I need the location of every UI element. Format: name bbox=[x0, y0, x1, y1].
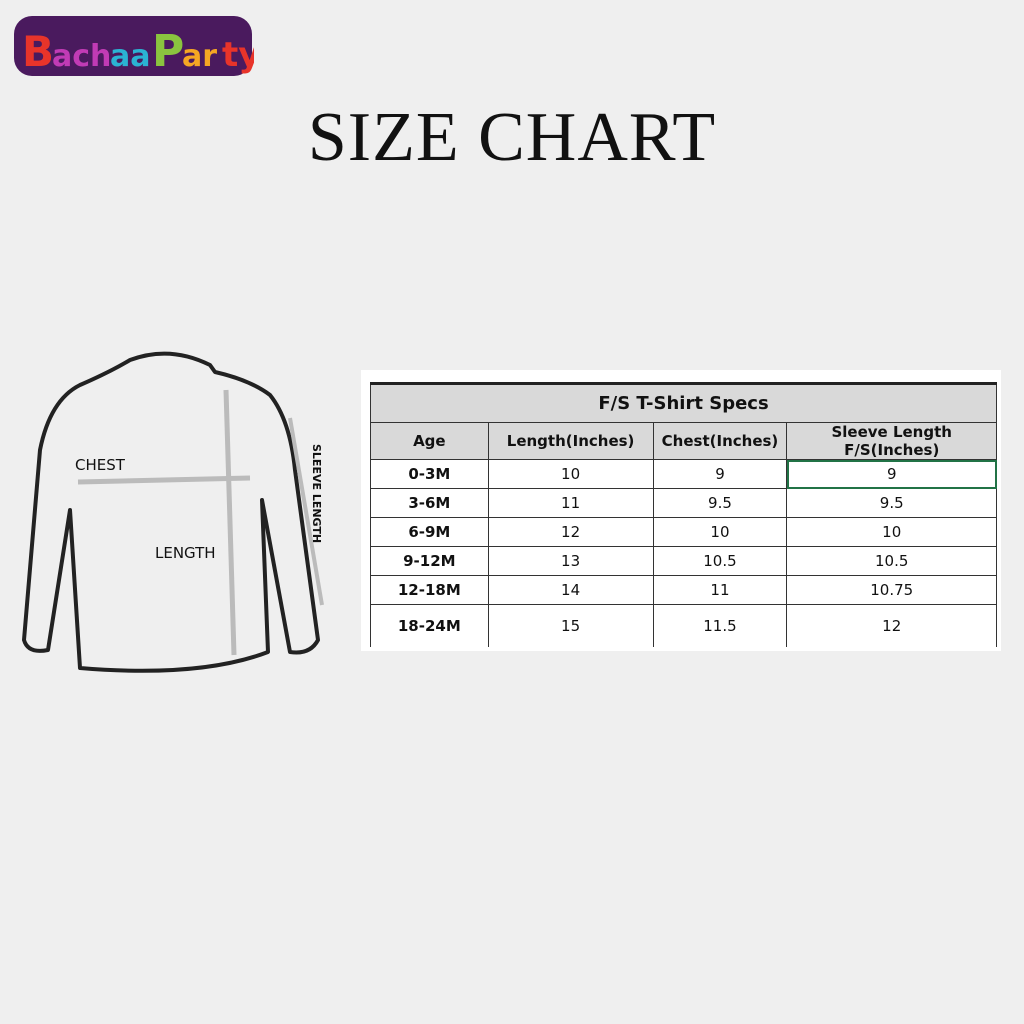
cell-chest: 10.5 bbox=[652, 546, 788, 576]
header-chest: Chest(Inches) bbox=[652, 422, 788, 460]
cell-sleeve: 9.5 bbox=[786, 488, 997, 518]
table-row: 12-18M 14 11 10.75 bbox=[370, 575, 997, 605]
cell-age: 9-12M bbox=[370, 546, 489, 576]
cell-length: 15 bbox=[487, 604, 654, 647]
cell-sleeve: 9 bbox=[786, 459, 997, 489]
size-table-container: F/S T-Shirt Specs Age Length(Inches) Che… bbox=[361, 370, 1001, 651]
table-row: 18-24M 15 11.5 12 bbox=[370, 604, 997, 647]
svg-text:B: B bbox=[22, 27, 54, 76]
cell-length: 10 bbox=[487, 459, 654, 489]
svg-text:ach: ach bbox=[52, 39, 111, 74]
cell-age: 6-9M bbox=[370, 517, 489, 547]
cell-sleeve: 10 bbox=[786, 517, 997, 547]
chest-label: CHEST bbox=[75, 456, 126, 474]
table-row: 6-9M 12 10 10 bbox=[370, 517, 997, 547]
cell-length: 14 bbox=[487, 575, 654, 605]
svg-text:aa: aa bbox=[110, 39, 151, 74]
svg-text:ar: ar bbox=[182, 39, 217, 74]
table-row: 0-3M 10 9 9 bbox=[370, 459, 997, 489]
table-row: 3-6M 11 9.5 9.5 bbox=[370, 488, 997, 518]
cell-sleeve: 12 bbox=[786, 604, 997, 647]
cell-sleeve: 10.75 bbox=[786, 575, 997, 605]
header-length: Length(Inches) bbox=[487, 422, 654, 460]
header-age: Age bbox=[370, 422, 489, 460]
size-table: F/S T-Shirt Specs Age Length(Inches) Che… bbox=[370, 382, 997, 647]
svg-text:ty: ty bbox=[222, 35, 254, 75]
cell-chest: 9.5 bbox=[652, 488, 788, 518]
cell-age: 3-6M bbox=[370, 488, 489, 518]
cell-length: 11 bbox=[487, 488, 654, 518]
cell-age: 18-24M bbox=[370, 604, 489, 647]
shirt-diagram: CHEST LENGTH SLEEVE LENGTH bbox=[22, 351, 324, 673]
cell-chest: 10 bbox=[652, 517, 788, 547]
svg-text:P: P bbox=[152, 26, 184, 77]
page-title: SIZE CHART bbox=[307, 99, 717, 176]
brand-logo: B ach aa P ar ty bbox=[14, 16, 254, 77]
cell-age: 0-3M bbox=[370, 459, 489, 489]
length-label: LENGTH bbox=[155, 544, 216, 562]
sleeve-length-label: SLEEVE LENGTH bbox=[310, 444, 323, 543]
cell-chest: 9 bbox=[652, 459, 788, 489]
table-row: 9-12M 13 10.5 10.5 bbox=[370, 546, 997, 576]
table-caption: F/S T-Shirt Specs bbox=[370, 382, 997, 423]
cell-length: 13 bbox=[487, 546, 654, 576]
cell-length: 12 bbox=[487, 517, 654, 547]
cell-age: 12-18M bbox=[370, 575, 489, 605]
header-sleeve: Sleeve Length F/S(Inches) bbox=[786, 422, 997, 460]
cell-chest: 11.5 bbox=[652, 604, 788, 647]
cell-sleeve: 10.5 bbox=[786, 546, 997, 576]
cell-chest: 11 bbox=[652, 575, 788, 605]
